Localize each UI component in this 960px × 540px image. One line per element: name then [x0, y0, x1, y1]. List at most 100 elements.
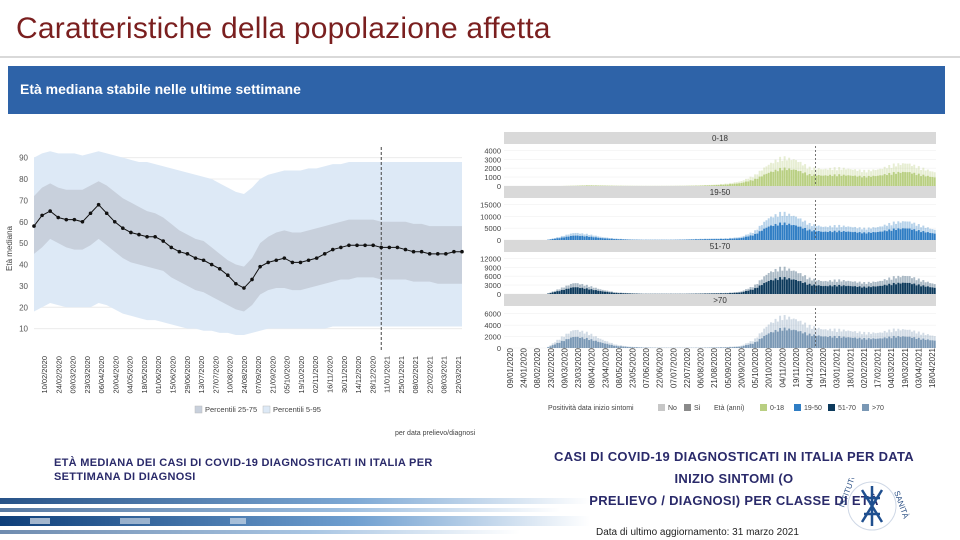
bar-si: [820, 231, 822, 240]
bar-si: [926, 339, 929, 348]
bar-si: [565, 288, 568, 294]
bar-si: [749, 289, 752, 294]
bar-si: [597, 341, 600, 348]
bar-si: [745, 236, 747, 240]
bar-si: [874, 286, 877, 294]
bar-si: [931, 340, 934, 348]
band-percentile-5-95: [34, 151, 462, 336]
bar-si: [806, 284, 809, 294]
bar-si: [815, 175, 818, 186]
bar-si: [865, 339, 868, 348]
bar-si: [895, 230, 898, 240]
bar-si: [735, 346, 738, 348]
bar-si: [801, 283, 804, 294]
legend-note: per data prelievo/diagnosi: [395, 430, 476, 437]
bar-si: [763, 283, 766, 294]
bar-si: [813, 334, 816, 348]
bar-si: [581, 337, 584, 348]
bar-si: [742, 291, 745, 294]
bar-si: [715, 293, 718, 294]
bar-si: [822, 286, 825, 294]
y-tick-label: 0: [497, 344, 501, 353]
x-tick-label: 15/06/2020: [168, 356, 177, 394]
facet-strip: [504, 186, 936, 198]
bar-si: [813, 284, 816, 294]
x-tick-label: 09/01/2020: [506, 347, 515, 388]
bar-si: [765, 334, 768, 348]
median-point: [217, 267, 222, 271]
bar-si: [767, 226, 770, 240]
bar-si: [608, 292, 611, 294]
bar-si: [870, 287, 872, 294]
bar-si: [569, 287, 572, 294]
bar-si: [906, 228, 909, 240]
bar-si: [822, 336, 825, 348]
bar-si: [758, 338, 761, 348]
bar-si: [824, 231, 827, 240]
bar-si: [706, 185, 709, 186]
bar-si: [883, 337, 886, 348]
bar-si: [590, 289, 593, 294]
bar-si: [599, 237, 602, 240]
median-point: [201, 258, 206, 263]
legend-swatch: [262, 405, 271, 414]
bar-si: [590, 185, 593, 186]
right-chart-caption: Casi di COVID-19 diagnosticati in Italia…: [544, 446, 924, 512]
x-tick-label: 25/01/2021: [397, 356, 406, 394]
bar-si: [849, 175, 852, 186]
bar-si: [742, 345, 745, 348]
bar-si: [901, 336, 904, 348]
bar-si: [726, 184, 729, 186]
bar-si: [908, 336, 911, 348]
median-point: [226, 273, 230, 278]
bar-si: [854, 175, 857, 186]
bar-si: [881, 338, 884, 348]
bar-si: [715, 185, 718, 186]
bar-si: [594, 237, 597, 240]
bar-si: [788, 278, 791, 294]
bar-si: [858, 286, 861, 294]
bar-si: [892, 335, 895, 348]
bar-si: [765, 173, 768, 186]
bar-si: [697, 239, 700, 240]
x-tick-label: 19/03/2021: [901, 347, 910, 388]
bar-si: [815, 336, 818, 348]
median-point: [274, 258, 279, 263]
bar-si: [804, 172, 807, 186]
bar-si: [558, 291, 561, 294]
median-point: [137, 232, 141, 237]
bar-si: [722, 347, 725, 348]
bar-si: [913, 229, 916, 240]
bar-si: [745, 345, 747, 348]
bar-si: [851, 337, 854, 348]
bar-si: [806, 335, 809, 348]
bar-si: [897, 336, 900, 348]
legend-swatch: [760, 404, 767, 411]
bar-si: [845, 175, 847, 186]
bar-si: [622, 293, 625, 294]
y-tick-label: 70: [19, 196, 28, 205]
bar-si: [908, 172, 911, 186]
bar-si: [758, 231, 761, 240]
x-tick-label: 07/09/2020: [254, 356, 263, 394]
bar-si: [831, 232, 834, 240]
bar-si: [913, 283, 916, 294]
bar-si: [931, 177, 934, 186]
facet-label: 0-18: [712, 134, 729, 143]
x-tick-label: 19/11/2020: [792, 347, 801, 387]
bar-si: [924, 339, 927, 348]
bar-si: [917, 284, 920, 294]
x-tick-label: 09/03/2020: [560, 347, 569, 388]
bar-si: [804, 332, 807, 348]
bar-si: [929, 233, 932, 240]
median-point: [282, 256, 287, 260]
bar-si: [920, 286, 923, 294]
y-tick-label: 4000: [484, 321, 501, 330]
bar-si: [619, 239, 622, 240]
bar-si: [767, 280, 770, 294]
bar-si: [704, 239, 707, 240]
bar-si: [767, 172, 770, 186]
bar-si: [883, 284, 886, 294]
median-point: [411, 249, 416, 254]
page-title: Caratteristiche della popolazione affett…: [16, 12, 551, 45]
